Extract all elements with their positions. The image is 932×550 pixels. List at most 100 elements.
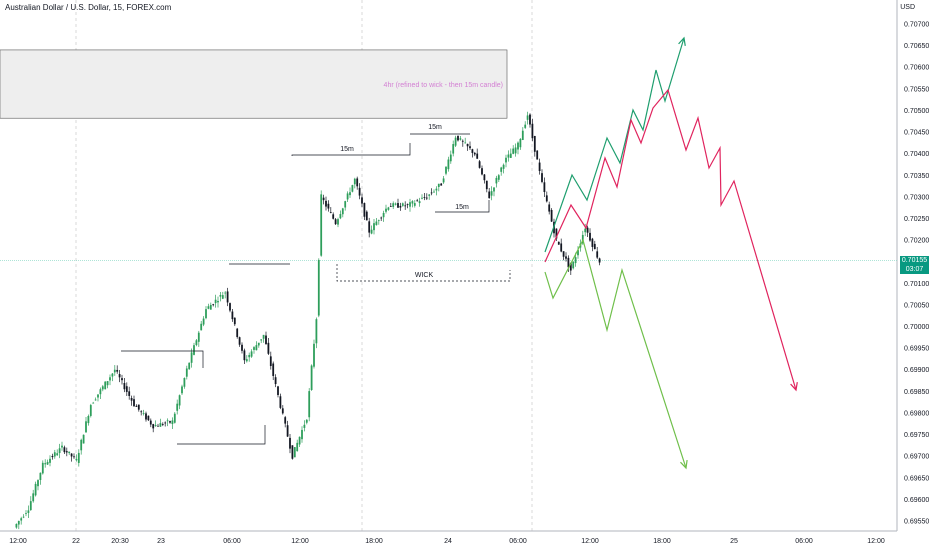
price-tick-label: 0.70600 [904,65,929,72]
candle-body [411,201,414,204]
time-tick-label: 12:00 [291,538,309,545]
candle-body [25,513,27,514]
structure-label: 15m [455,204,469,211]
candle-body [29,501,32,511]
candle-body [197,332,200,342]
candle-body [188,362,191,370]
candle-body [577,250,579,256]
candle-body [423,197,426,198]
candle-body [550,209,553,222]
candle-body [399,205,402,208]
candle-body [437,183,440,188]
current-price: 0.70155 [901,257,928,264]
candle-body [104,381,107,390]
structure-line [121,350,204,368]
projection-arrowhead-bearish-red [790,382,798,392]
price-tick-label: 0.70250 [904,216,929,223]
candle-body [238,337,241,345]
candle-body [397,203,399,208]
candle-body [332,214,335,219]
candle-body [224,292,227,294]
candle-body [63,447,66,453]
candle-body [265,335,267,345]
candle-body [368,221,371,233]
price-tick-label: 0.70400 [904,151,929,158]
candle-body [351,185,354,192]
candle-body [519,138,522,148]
candle-body [34,483,37,496]
candle-body [569,262,572,271]
candle-body [425,197,428,199]
candle-body [135,405,138,407]
candle-body [353,178,356,185]
candle-body [449,154,452,162]
candle-body [236,328,239,338]
candle-body [394,203,397,205]
candle-body [272,363,275,376]
candle-body [200,323,203,331]
candle-body [589,232,591,241]
candle-body [533,135,536,152]
time-tick-label: 12:00 [867,538,885,545]
candle-body [548,204,551,212]
candle-body [89,405,92,416]
time-tick-label: 18:00 [365,538,383,545]
candle-body [217,301,219,303]
candle-body [356,178,359,187]
candle-body [584,228,587,233]
candle-body [322,197,325,201]
candle-body [116,369,119,372]
candle-body [401,203,404,206]
price-tick-label: 0.69800 [904,410,929,417]
candle-body [53,452,56,457]
candle-body [452,144,455,154]
candle-body [15,523,18,528]
candle-body [281,408,284,414]
candle-body [113,369,116,373]
candle-body [337,219,339,225]
candle-body [507,154,510,158]
candle-body [341,208,344,215]
candle-body [219,294,222,297]
price-tick-label: 0.70700 [904,22,929,29]
candle-body [435,188,438,191]
candle-body [41,462,44,474]
candle-body [75,458,78,461]
price-tick-label: 0.70200 [904,238,929,245]
candle-body [497,175,500,180]
candle-body [22,516,25,518]
current-price-tag: 0.70155 03:07 [900,256,929,274]
candle-body [226,291,229,303]
candle-body [209,304,212,310]
candle-body [325,200,327,207]
candle-body [308,391,311,418]
candle-body [257,342,260,346]
candle-body [51,455,54,458]
candle-body [545,195,548,202]
candle-body [99,389,102,395]
candle-body [370,229,373,234]
candle-body [358,187,361,196]
candle-body [39,472,42,480]
candle-body [149,420,152,425]
candle-body [73,456,75,458]
candle-body [471,149,474,153]
candle-countdown: 03:07 [905,266,924,273]
candle-body [521,130,524,140]
candle-body [586,227,589,233]
candle-body [193,345,195,355]
candle-body [61,445,63,448]
candle-body [142,413,145,414]
candle-body [269,356,272,367]
candle-body [17,520,20,525]
candle-body [154,425,157,427]
candle-body [176,403,179,411]
candle-body [349,192,351,196]
candle-body [233,317,236,325]
price-tick-label: 0.69750 [904,432,929,439]
projection-path-bearish-red [544,88,797,391]
time-tick-label: 22 [72,538,80,545]
candle-body [485,180,488,190]
candle-body [591,238,594,247]
candle-body [317,259,320,316]
